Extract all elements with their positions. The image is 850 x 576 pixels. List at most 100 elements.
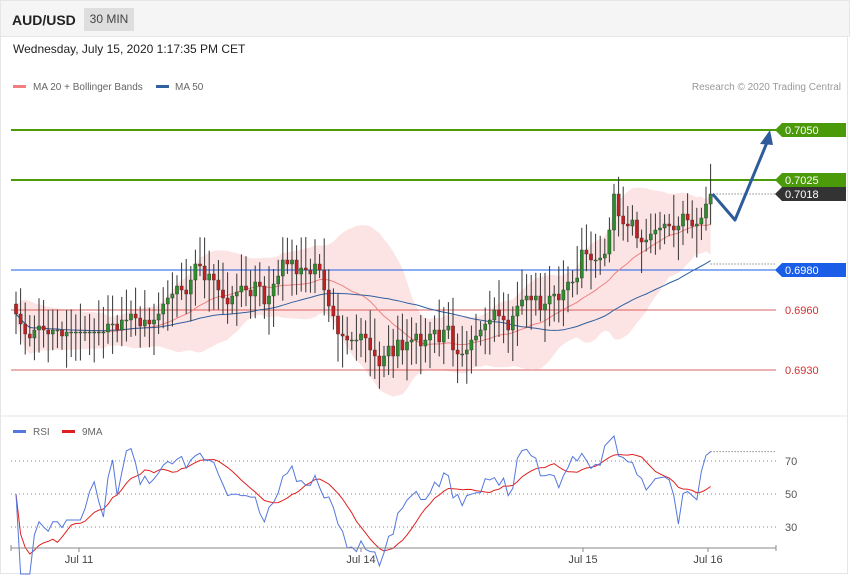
- candle: [699, 207, 704, 241]
- candle: [313, 239, 317, 294]
- bear-candle-body: [373, 349, 377, 357]
- bear-candle-body: [501, 315, 506, 321]
- candle: [142, 290, 147, 337]
- bull-candle-body: [386, 345, 391, 357]
- candle: [409, 317, 414, 365]
- candle: [695, 207, 699, 258]
- bull-candle-body: [598, 257, 602, 261]
- candle: [271, 268, 276, 327]
- candle: [704, 186, 708, 231]
- bull-candle-body: [239, 285, 244, 293]
- candle: [607, 217, 612, 263]
- candle: [566, 266, 570, 313]
- bear-candle-body: [133, 313, 138, 319]
- bear-candle-body: [340, 333, 345, 337]
- candle: [175, 275, 179, 318]
- candle: [23, 302, 28, 355]
- level-tag-label: 0.7025: [785, 175, 819, 187]
- bull-candle-body: [483, 323, 488, 331]
- candle: [336, 293, 340, 362]
- bull-candle-body: [156, 313, 161, 321]
- time-tick-label: Jul 11: [65, 554, 94, 566]
- bull-candle-body: [534, 295, 538, 301]
- bear-candle-body: [317, 263, 322, 271]
- bull-candle-body: [492, 309, 497, 321]
- candle: [685, 193, 690, 234]
- candle: [672, 194, 676, 248]
- candle: [225, 272, 230, 324]
- candle: [32, 315, 37, 361]
- bear-candle-body: [244, 285, 248, 291]
- bull-candle-body: [575, 277, 579, 283]
- bull-candle-body: [662, 223, 667, 229]
- candle: [184, 258, 189, 314]
- candle: [474, 313, 478, 367]
- credit-text: Research © 2020 Trading Central: [692, 82, 841, 93]
- bull-candle-body: [359, 333, 363, 341]
- candle: [354, 314, 359, 361]
- candle: [575, 246, 579, 295]
- candle: [612, 183, 616, 252]
- bear-candle-body: [60, 329, 64, 337]
- bull-candle-body: [64, 331, 69, 337]
- bull-candle-body: [87, 331, 92, 334]
- rsi-level-label: 50: [785, 489, 797, 501]
- forecast-arrow: [711, 130, 773, 222]
- bear-candle-body: [198, 263, 202, 267]
- bull-candle-body: [152, 319, 156, 325]
- candle: [460, 325, 465, 367]
- bear-candle-body: [538, 295, 543, 311]
- bull-candle-body: [281, 259, 285, 277]
- level-tag-label: 0.7018: [785, 189, 819, 201]
- ma50-swatch: [156, 85, 169, 88]
- candle: [520, 269, 524, 315]
- bear-candle-body: [138, 317, 143, 327]
- candle: [423, 318, 428, 363]
- candle: [133, 287, 138, 336]
- candle: [603, 238, 607, 267]
- candle: [584, 224, 589, 272]
- bear-candle-body: [262, 285, 267, 305]
- candle: [639, 229, 644, 274]
- bull-candle-body: [552, 293, 556, 297]
- candle: [281, 237, 285, 301]
- candle: [253, 265, 258, 319]
- candle: [92, 318, 96, 363]
- candle: [147, 307, 152, 348]
- bull-candle-body: [704, 203, 708, 219]
- bull-candle-body: [446, 325, 451, 331]
- candle: [83, 315, 87, 342]
- candle: [432, 315, 437, 354]
- rsi-panel: 70 50 30: [11, 434, 797, 575]
- bear-candle-body: [23, 323, 28, 335]
- candle: [455, 333, 460, 384]
- ma20-swatch: [13, 85, 26, 88]
- bear-candle-body: [368, 337, 373, 351]
- bull-candle-body: [699, 217, 704, 225]
- bull-candle-body: [396, 339, 400, 357]
- candle: [202, 237, 207, 299]
- candle: [161, 287, 166, 329]
- candle: [511, 306, 515, 362]
- bull-candle-body: [566, 281, 570, 291]
- bull-candle-body: [630, 219, 635, 227]
- timeframe-badge[interactable]: 30 MIN: [84, 8, 134, 31]
- candle: [501, 292, 506, 344]
- candle: [616, 176, 621, 237]
- candle: [589, 231, 593, 290]
- bull-candle-body: [658, 227, 662, 231]
- bull-candle-body: [188, 279, 193, 295]
- bear-candle-body: [584, 249, 589, 255]
- candle: [216, 260, 221, 310]
- bear-candle-body: [294, 259, 299, 275]
- bear-candle-body: [28, 333, 32, 339]
- bull-candle-body: [78, 331, 83, 334]
- bear-candle-body: [327, 289, 331, 307]
- candle: [405, 319, 409, 381]
- bull-candle-body: [414, 333, 419, 341]
- candle: [478, 321, 483, 346]
- forecast-arrowhead: [760, 130, 773, 145]
- bear-candle-body: [336, 315, 340, 335]
- bear-candle-body: [46, 329, 50, 335]
